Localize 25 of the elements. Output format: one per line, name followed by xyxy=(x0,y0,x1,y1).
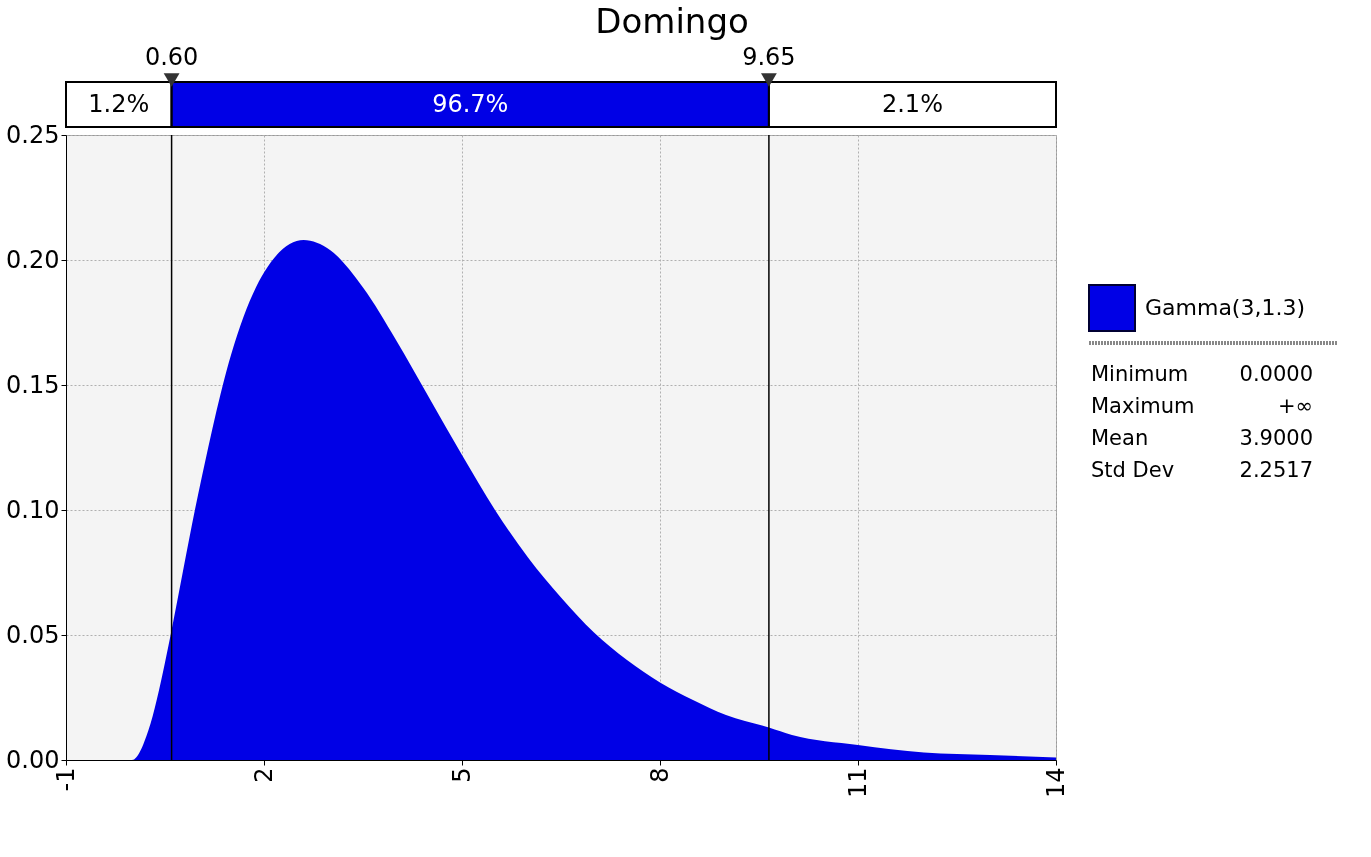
y-tick-label: 0.25 xyxy=(6,120,60,149)
text: Minimum xyxy=(1091,362,1189,386)
text: 1.2% xyxy=(88,89,150,118)
text: +∞ xyxy=(1277,394,1313,418)
text: 2.1% xyxy=(881,89,943,118)
text: Std Dev xyxy=(1091,458,1175,482)
text: 2.2517 xyxy=(1239,458,1313,482)
text: 3.9000 xyxy=(1239,426,1313,450)
x-tick-label: 11 xyxy=(843,767,872,799)
x-tick-label: 2 xyxy=(249,767,278,783)
ref-line-label: 0.60 xyxy=(144,43,199,71)
y-tick-label: 0.05 xyxy=(6,620,60,649)
legend-label: Gamma(3,1.3) xyxy=(1145,295,1306,320)
text: 0.0000 xyxy=(1239,362,1313,386)
x-tick-label: 8 xyxy=(645,767,674,783)
text: Maximum xyxy=(1091,394,1195,418)
ref-line-label: 9.65 xyxy=(742,43,796,71)
y-tick-label: 0.15 xyxy=(6,370,60,399)
x-tick-label: 5 xyxy=(447,767,476,783)
y-tick-label: 0.10 xyxy=(6,495,60,524)
chart-title: Domingo xyxy=(595,0,749,41)
y-tick-label: 0.20 xyxy=(6,245,60,274)
text: 96.7% xyxy=(432,89,509,118)
text: Mean xyxy=(1091,426,1149,450)
x-tick-label: 14 xyxy=(1041,767,1070,799)
